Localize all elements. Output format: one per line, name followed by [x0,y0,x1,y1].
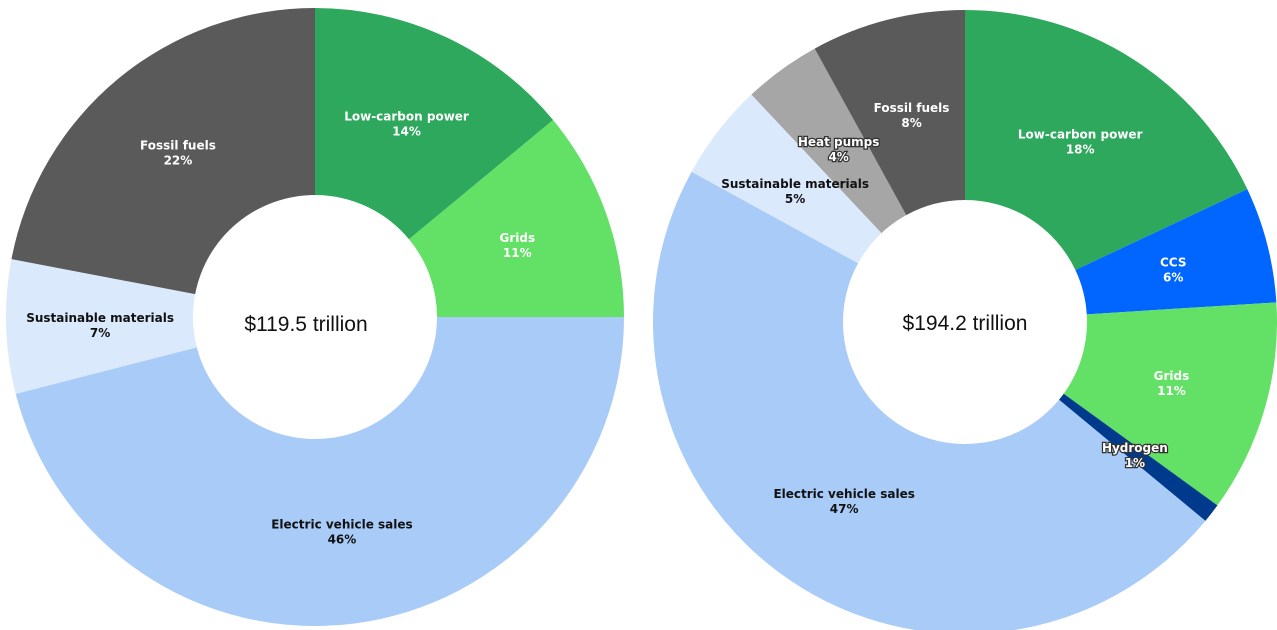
slice-label-name: Hydrogen [1102,441,1168,455]
slice-label-value: 8% [901,116,921,130]
slice-label: Electric vehicle sales 46% [271,517,412,546]
center-total-right: $194.2 trillion [903,312,1028,335]
slice-grids [1063,302,1277,506]
slice-heat-pumps [751,48,907,234]
slice-label: Electric vehicle sales 47% [773,487,914,516]
slice-label-name: Heat pumps [798,135,880,149]
slice-label-value: 47% [830,502,859,516]
slice-sustainable-materials [6,259,197,394]
slice-label: Fossil fuels 8% [874,101,950,130]
slice-label-value: 14% [392,124,421,138]
slice-hydrogen [1059,393,1218,521]
slice-label-value: 1% [1125,456,1145,470]
slice-label: Heat pumps 4% [798,135,880,164]
slice-label-value: 11% [1157,384,1186,398]
slice-label-value: 46% [328,532,357,546]
slice-label-name: Grids [499,231,535,245]
donut-chart-left: Low-carbon power 14% Grids 11% Electric vehi… [6,8,624,627]
slice-fossil-fuels [814,10,965,216]
slice-label: Sustainable materials 5% [721,177,869,206]
slice-electric-vehicle-sales [653,171,1206,630]
slice-label: Hydrogen 1% [1102,441,1168,470]
slice-label-value: 7% [90,326,110,340]
donut-chart-right: Low-carbon power 18% CCS 6% Grids 11% Hydrogen… [653,10,1277,630]
slice-label-name: Electric vehicle sales [271,517,412,531]
slice-grids [409,120,624,318]
slice-label-value: 18% [1066,142,1095,156]
slice-label-name: Low-carbon power [344,109,469,123]
slice-label-value: 22% [164,153,193,167]
slice-low-carbon-power [965,10,1248,271]
slice-label-name: Fossil fuels [874,101,950,115]
center-total-left: $119.5 trillion [244,313,367,336]
slice-label: Low-carbon power 18% [1018,127,1143,156]
slice-label-name: Sustainable materials [721,177,869,191]
slice-label-name: Low-carbon power [1018,127,1143,141]
slice-label-name: Electric vehicle sales [773,487,914,501]
slice-ccs [1075,189,1277,315]
slice-label: Fossil fuels 22% [140,138,216,167]
slice-label-value: 5% [785,192,805,206]
slice-label: Sustainable materials 7% [26,311,174,340]
slice-low-carbon-power [315,8,554,240]
slice-label: Grids 11% [499,231,535,260]
slice-label: Grids 11% [1154,369,1190,398]
slice-label-name: Fossil fuels [140,138,216,152]
slice-electric-vehicle-sales [15,317,624,627]
slice-label-value: 6% [1163,271,1183,285]
slice-sustainable-materials [691,94,882,264]
slice-label-name: Grids [1154,369,1190,383]
slice-label: CCS 6% [1160,256,1186,285]
slice-label-value: 4% [828,150,848,164]
slice-label: Low-carbon power 14% [344,109,469,138]
slice-label-name: CCS [1160,256,1186,270]
slice-label-name: Sustainable materials [26,311,174,325]
slice-fossil-fuels [11,8,316,295]
slice-label-value: 11% [503,246,532,260]
